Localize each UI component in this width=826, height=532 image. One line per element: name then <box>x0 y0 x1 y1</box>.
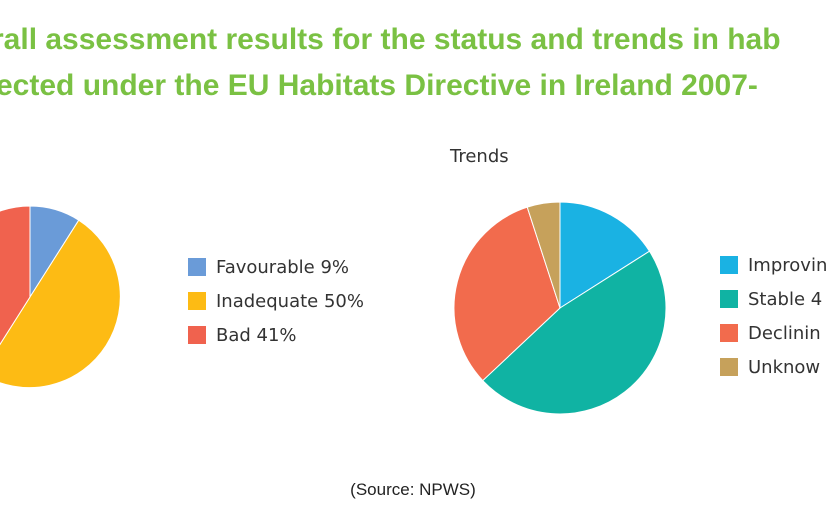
source-note: (Source: NPWS) <box>350 480 476 499</box>
legend-swatch <box>188 258 206 276</box>
status-legend: Favourable 9% Inadequate 50% Bad 41% <box>188 257 364 359</box>
trends-slice-improving <box>559 201 651 309</box>
legend-swatch <box>188 326 206 344</box>
legend-label: Inadequate 50% <box>216 291 364 312</box>
legend-label: Stable 4 <box>748 289 823 310</box>
chart-title-line-1: rall assessment results for the status a… <box>0 23 781 56</box>
status-legend-item-favourable: Favourable 9% <box>188 257 364 291</box>
chart-title-line-2: ected under the EU Habitats Directive in… <box>0 69 758 102</box>
legend-label: Favourable 9% <box>216 257 350 278</box>
trends-slice-declining <box>453 206 561 382</box>
legend-label: Declinin <box>748 323 821 344</box>
legend-label: Unknow <box>748 357 821 378</box>
trends-legend-item-stable: Stable 4 <box>720 289 826 323</box>
legend-label: Improvin <box>748 255 826 276</box>
legend-swatch <box>720 256 738 274</box>
legend-swatch <box>720 324 738 342</box>
legend-swatch <box>188 292 206 310</box>
legend-swatch <box>720 290 738 308</box>
legend-swatch <box>720 358 738 376</box>
trends-slice-unknown <box>526 201 561 309</box>
status-pie-chart <box>0 205 121 389</box>
trends-chart-title: Trends <box>450 146 509 167</box>
trends-slice-stable <box>482 250 667 415</box>
trends-legend-item-unknown: Unknow <box>720 357 826 391</box>
legend-label: Bad 41% <box>216 325 297 346</box>
status-slice-bad <box>0 205 31 346</box>
status-legend-item-inadequate: Inadequate 50% <box>188 291 364 325</box>
trends-legend: Improvin Stable 4 Declinin Unknow <box>720 255 826 391</box>
trends-legend-item-improving: Improvin <box>720 255 826 289</box>
status-slice-inadequate <box>0 219 121 389</box>
status-legend-item-bad: Bad 41% <box>188 325 364 359</box>
trends-pie-chart <box>453 201 667 415</box>
trends-legend-item-declining: Declinin <box>720 323 826 357</box>
